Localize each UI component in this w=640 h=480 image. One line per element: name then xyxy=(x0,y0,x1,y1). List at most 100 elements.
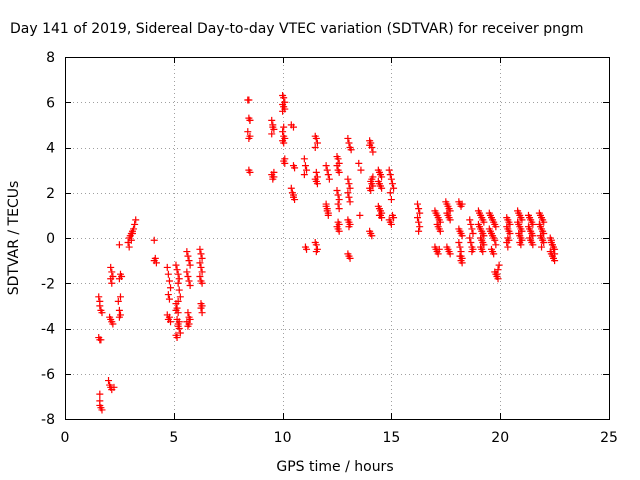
data-point xyxy=(333,186,341,194)
data-point xyxy=(335,168,343,176)
data-point xyxy=(184,252,192,260)
data-point xyxy=(246,116,254,124)
data-point xyxy=(446,250,454,258)
data-point xyxy=(386,171,394,179)
data-point xyxy=(287,184,295,192)
data-point xyxy=(174,322,182,330)
data-point xyxy=(107,275,115,283)
data-point xyxy=(551,257,559,265)
data-point xyxy=(322,162,330,170)
data-point xyxy=(167,318,175,326)
data-point xyxy=(357,166,365,174)
data-point xyxy=(186,282,194,290)
data-point xyxy=(176,329,184,337)
data-point xyxy=(387,220,395,228)
data-point xyxy=(131,220,139,228)
data-point xyxy=(114,297,122,305)
data-point xyxy=(323,166,331,174)
data-point xyxy=(172,261,180,269)
data-point xyxy=(378,184,386,192)
data-point xyxy=(197,304,205,312)
data-point xyxy=(457,252,465,260)
data-point xyxy=(173,266,181,274)
data-point xyxy=(414,214,422,222)
data-point xyxy=(279,128,287,136)
data-point xyxy=(506,229,514,237)
data-point xyxy=(150,236,158,244)
data-point xyxy=(115,313,123,321)
data-point xyxy=(466,216,474,224)
data-point xyxy=(334,191,342,199)
data-point xyxy=(174,279,182,287)
data-point xyxy=(492,223,500,231)
data-point xyxy=(550,245,558,253)
data-point xyxy=(366,141,374,149)
data-point xyxy=(197,250,205,258)
data-point xyxy=(469,229,477,237)
data-points xyxy=(95,91,559,414)
data-point xyxy=(96,302,104,310)
data-point xyxy=(468,225,476,233)
data-point xyxy=(174,270,182,278)
data-point xyxy=(183,268,191,276)
data-point xyxy=(245,96,253,104)
data-point xyxy=(108,279,116,287)
data-point xyxy=(385,166,393,174)
data-point xyxy=(105,377,113,385)
data-point xyxy=(279,107,287,115)
data-point xyxy=(540,239,548,247)
data-point xyxy=(175,275,183,283)
data-point xyxy=(198,254,206,262)
data-point xyxy=(436,227,444,235)
data-point xyxy=(185,257,193,265)
data-point xyxy=(176,293,184,301)
data-point xyxy=(312,168,320,176)
data-point xyxy=(125,243,133,251)
data-point xyxy=(416,209,424,217)
data-point xyxy=(455,239,463,247)
x-axis-title: GPS time / hours xyxy=(276,459,393,475)
data-point xyxy=(493,270,501,278)
data-point xyxy=(494,275,502,283)
data-point xyxy=(345,223,353,231)
data-point xyxy=(184,322,192,330)
data-point xyxy=(491,236,499,244)
data-point xyxy=(435,245,443,253)
data-point xyxy=(184,309,192,317)
data-point xyxy=(467,220,475,228)
data-point xyxy=(324,171,332,179)
data-point xyxy=(110,383,118,391)
data-point xyxy=(167,284,175,292)
data-point xyxy=(300,155,308,163)
data-point xyxy=(289,123,297,131)
data-point xyxy=(415,205,423,213)
data-point xyxy=(197,263,205,271)
data-point xyxy=(164,291,172,299)
data-point xyxy=(244,128,252,136)
data-point xyxy=(518,216,526,224)
data-point xyxy=(184,272,192,280)
data-point xyxy=(311,144,319,151)
data-point xyxy=(98,406,106,414)
y-tick-label: -4 xyxy=(41,322,55,338)
x-tick-label: 20 xyxy=(491,430,509,446)
data-point xyxy=(108,268,116,276)
data-point xyxy=(480,218,488,226)
data-point xyxy=(529,241,537,249)
data-point xyxy=(183,248,191,256)
x-tick-label: 10 xyxy=(274,430,292,446)
data-point xyxy=(344,134,352,142)
y-tick-label: -2 xyxy=(41,276,55,292)
data-point xyxy=(538,243,546,251)
data-point xyxy=(504,243,512,251)
y-tick-labels: -8 -6 -4 -2 0 2 4 6 8 xyxy=(41,50,55,428)
data-point xyxy=(300,171,308,179)
data-point xyxy=(312,241,320,249)
data-point xyxy=(415,218,423,226)
data-point xyxy=(301,162,309,170)
data-point xyxy=(387,175,395,183)
x-tick-label: 25 xyxy=(600,430,618,446)
y-tick-label: 2 xyxy=(46,186,55,202)
data-point xyxy=(387,196,395,204)
